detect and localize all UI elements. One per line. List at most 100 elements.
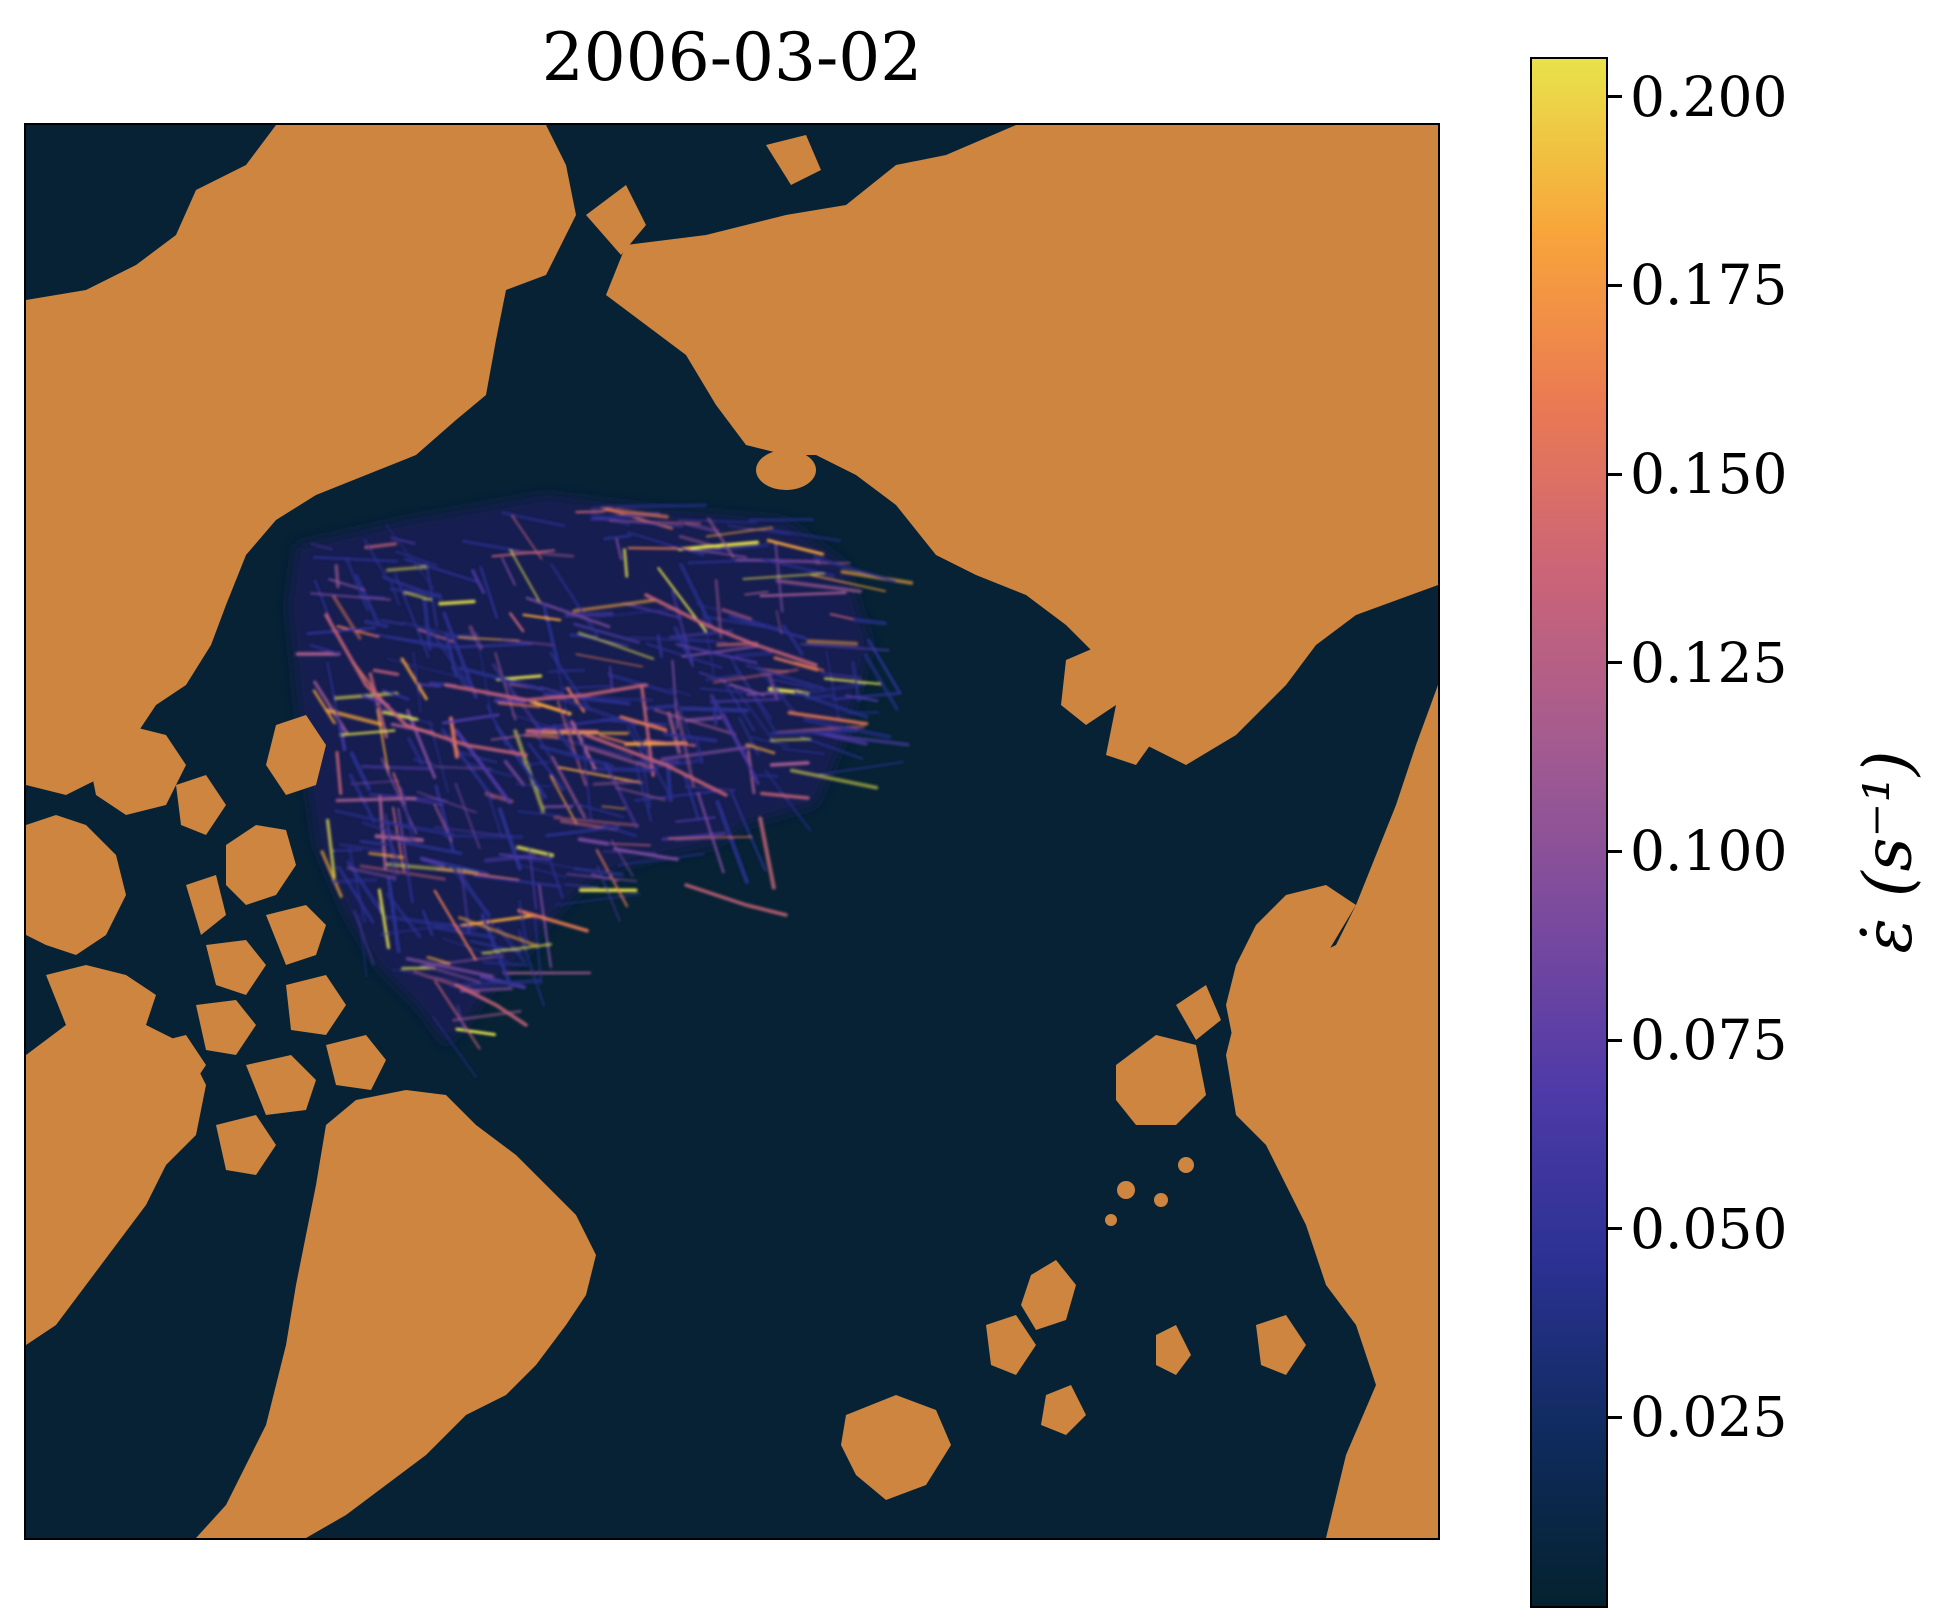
deformation-streak: [615, 786, 666, 802]
deformation-streak: [643, 704, 676, 711]
deformation-streak: [458, 916, 538, 947]
deformation-streak: [590, 504, 615, 510]
deformation-streak: [380, 819, 455, 837]
deformation-streak: [684, 521, 720, 534]
deformation-streak: [412, 651, 422, 713]
colorbar-tick-label: 0.025: [1630, 1385, 1788, 1450]
deformation-streak: [770, 528, 842, 543]
deformation-streak: [501, 557, 516, 586]
map-canvas: [26, 125, 1438, 1538]
deformation-streak: [772, 678, 816, 690]
deformation-streak: [610, 839, 634, 877]
deformation-streak: [381, 575, 443, 600]
deformation-streak: [538, 884, 553, 968]
deformation-streak: [561, 685, 611, 690]
land-siberia-central: [606, 125, 1438, 765]
deformation-streak: [529, 700, 572, 716]
deformation-streak: [391, 968, 460, 982]
deformation-streak: [378, 795, 388, 871]
deformation-streak: [616, 852, 705, 867]
deformation-streak: [373, 704, 435, 726]
deformation-streak: [760, 791, 810, 800]
deformation-streak: [471, 569, 486, 594]
colorbar-label: ε̇ (s⁻¹): [1849, 750, 1927, 954]
deformation-streak: [363, 619, 389, 629]
deformation-streak: [601, 805, 626, 810]
deformation-streak: [775, 578, 863, 594]
deformation-streak: [436, 868, 520, 881]
deformation-streak: [400, 657, 428, 701]
deformation-streak: [721, 678, 756, 732]
deformation-streak: [310, 543, 333, 551]
deformation-streak: [501, 511, 566, 528]
deformation-streak: [380, 618, 405, 626]
deformation-streak: [665, 761, 673, 802]
deformation-streak: [420, 856, 446, 868]
deformation-streak: [407, 736, 424, 766]
deformation-streak: [705, 674, 740, 681]
deformation-streak: [400, 786, 414, 837]
deformation-streak: [461, 539, 519, 552]
deformation-streak: [595, 849, 629, 908]
deformation-streak: [787, 711, 869, 726]
deformation-streak: [433, 826, 513, 838]
colorbar-tick: [1608, 95, 1622, 99]
deformation-streak: [810, 574, 886, 592]
deformation-streak: [800, 643, 890, 652]
deformation-streak: [517, 810, 562, 817]
deformation-streak: [681, 645, 760, 658]
deformation-streak: [320, 850, 343, 898]
deformation-streak: [339, 729, 396, 737]
deformation-streak: [668, 687, 692, 697]
deformation-streak: [312, 689, 336, 725]
deformation-streak: [403, 591, 432, 601]
deformation-streak: [680, 706, 749, 713]
arctic-map: [24, 123, 1440, 1540]
deformation-streak: [623, 548, 629, 578]
deformation-streak: [702, 615, 767, 629]
deformation-streak: [386, 876, 401, 954]
deformation-streak: [697, 543, 769, 554]
deformation-streak: [332, 848, 363, 852]
deformation-streak: [483, 853, 536, 863]
deformation-streak: [709, 698, 781, 703]
deformation-streak: [764, 769, 812, 832]
land-siberia-east: [26, 125, 576, 795]
deformation-streak: [459, 868, 471, 935]
deformation-streak: [386, 892, 422, 939]
deformation-streak: [782, 624, 804, 656]
deformation-streak: [683, 774, 700, 819]
deformation-streak: [554, 893, 642, 906]
deformation-streak: [475, 632, 493, 720]
deformation-streak: [575, 510, 606, 514]
deformation-streak: [673, 637, 727, 643]
deformation-streak: [744, 590, 769, 596]
deformation-streak: [656, 634, 663, 659]
deformation-streak: [769, 760, 810, 767]
deformation-streak: [326, 661, 345, 752]
colorbar: [1530, 57, 1608, 1608]
deformation-streak: [332, 594, 362, 640]
deformation-streak: [522, 613, 562, 622]
deformation-streak: [766, 668, 779, 701]
deformation-streak: [634, 762, 653, 823]
deformation-streak: [677, 518, 758, 524]
deformation-streak: [422, 598, 432, 651]
deformation-streak: [853, 617, 887, 626]
deformation-streak: [671, 590, 695, 668]
deformation-streak: [734, 651, 773, 658]
deformation-streak: [386, 915, 477, 931]
deformation-streak: [749, 736, 789, 747]
deformation-streak: [479, 565, 498, 619]
deformation-streak: [823, 677, 882, 686]
deformation-streak: [326, 818, 336, 879]
deformation-streak: [497, 701, 542, 708]
deformation-streak: [668, 836, 753, 840]
deformation-streak: [454, 728, 512, 804]
deformation-streak: [358, 913, 368, 978]
deformation-streak: [456, 1004, 466, 1032]
colorbar-tick: [1608, 1227, 1622, 1231]
deformation-streak: [675, 643, 758, 665]
deformation-streak: [851, 660, 861, 702]
deformation-streak: [573, 867, 625, 877]
